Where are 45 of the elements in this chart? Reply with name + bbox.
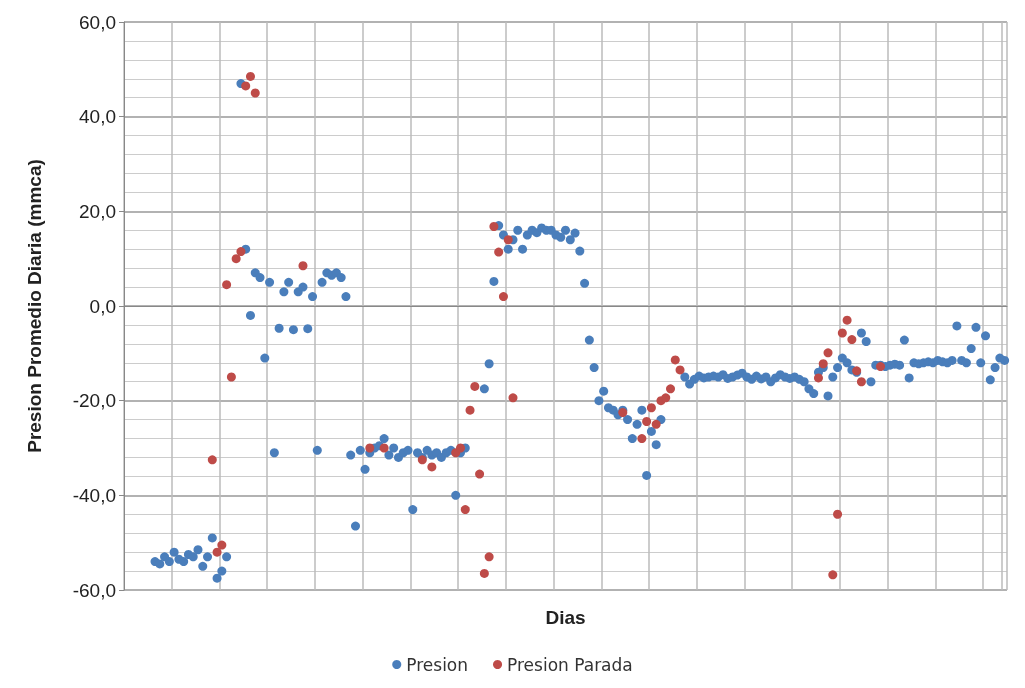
y-tick-label: -40,0 xyxy=(72,484,116,506)
point xyxy=(460,505,470,515)
point xyxy=(298,261,308,271)
point xyxy=(226,372,236,382)
y-tick-label: 0,0 xyxy=(89,295,116,317)
point xyxy=(479,568,489,578)
point xyxy=(250,88,260,98)
point xyxy=(231,254,241,264)
point xyxy=(818,359,828,369)
point xyxy=(856,377,866,387)
point xyxy=(833,509,843,519)
y-tick-label: -60,0 xyxy=(72,579,116,601)
point xyxy=(484,552,494,562)
x-axis-title: Dias xyxy=(545,607,586,628)
legend-label: Presion xyxy=(406,654,469,675)
point xyxy=(508,393,518,403)
point xyxy=(212,547,222,557)
point xyxy=(666,384,676,394)
point xyxy=(675,365,685,375)
point xyxy=(847,335,857,345)
point xyxy=(222,280,232,290)
y-tick-label: 40,0 xyxy=(79,106,116,128)
y-tick-label: -20,0 xyxy=(72,390,116,412)
legend-label: Presion Parada xyxy=(507,654,633,675)
point xyxy=(670,355,680,365)
point xyxy=(823,348,833,358)
point xyxy=(245,71,255,81)
point xyxy=(661,393,671,403)
y-tick-label: 60,0 xyxy=(79,11,116,33)
y-axis-title: Presion Promedio Diaria (mmca) xyxy=(24,159,45,453)
y-tick-label: 20,0 xyxy=(79,200,116,222)
point xyxy=(465,405,475,415)
point xyxy=(498,292,508,302)
point xyxy=(837,328,847,338)
point xyxy=(207,455,217,465)
point xyxy=(646,403,656,413)
point xyxy=(470,381,480,391)
point xyxy=(842,315,852,325)
point xyxy=(828,570,838,580)
point xyxy=(642,417,652,426)
point xyxy=(217,540,227,550)
point xyxy=(494,247,504,257)
point xyxy=(427,462,437,472)
point xyxy=(475,469,485,479)
point xyxy=(637,434,647,444)
